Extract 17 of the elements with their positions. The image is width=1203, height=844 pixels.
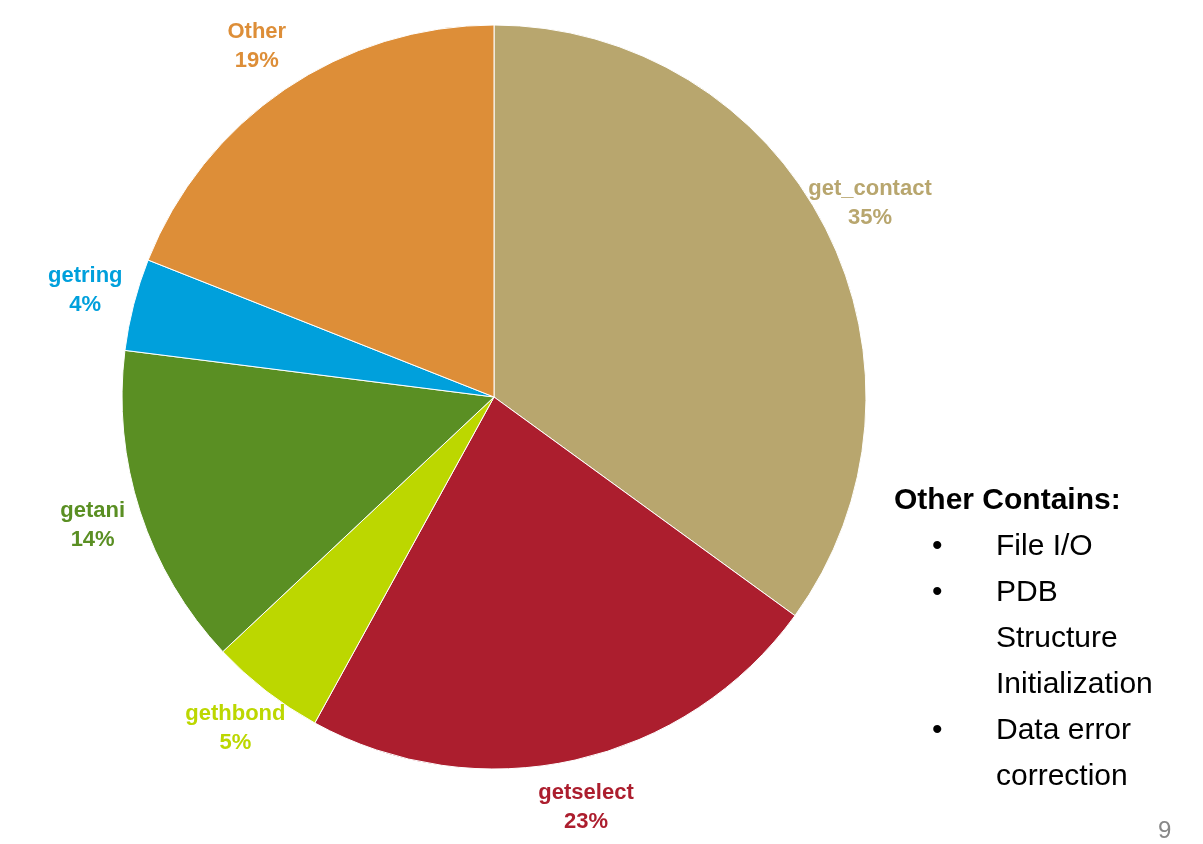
slice-label: Other	[227, 17, 287, 43]
slice-label: getring	[47, 262, 123, 288]
slice-label: gethbond	[185, 700, 286, 726]
text: • File I/O	[932, 528, 1093, 561]
data-label: 5%	[219, 729, 252, 755]
slice-label: getani	[60, 497, 126, 523]
data-label: 19%	[234, 46, 279, 72]
data-label: 23%	[564, 807, 609, 833]
text: • Data error correction	[932, 712, 1132, 791]
data-label: 35%	[847, 204, 893, 230]
slice-label: get_contact	[808, 175, 933, 201]
slice-label: getselect	[538, 778, 635, 804]
data-label: 14%	[70, 526, 115, 552]
text: • PDB Structure Initialization	[932, 574, 1153, 699]
text: 9	[1158, 816, 1172, 844]
text: Other Contains:	[894, 481, 1122, 517]
data-label: 4%	[69, 291, 102, 317]
